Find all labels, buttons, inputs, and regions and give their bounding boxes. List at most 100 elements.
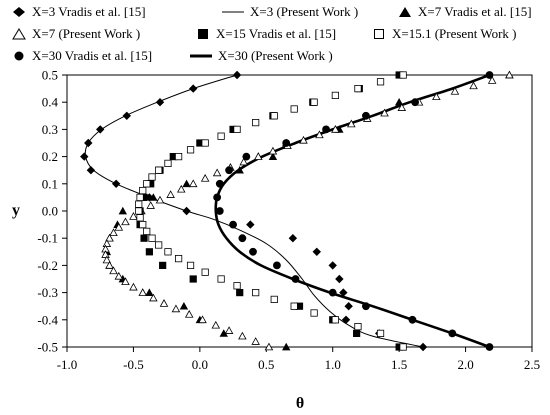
data-point xyxy=(186,146,195,154)
data-point xyxy=(251,337,260,345)
data-point xyxy=(290,302,298,310)
data-point xyxy=(149,293,158,302)
data-point xyxy=(201,268,209,276)
data-point xyxy=(487,76,497,84)
data-point xyxy=(155,98,165,107)
data-point xyxy=(139,220,147,229)
data-point xyxy=(169,153,177,161)
x-tick-label: 1.5 xyxy=(391,357,407,372)
series-x-30-present-work xyxy=(214,73,490,349)
data-point xyxy=(215,207,224,215)
data-point xyxy=(312,247,321,256)
legend: X=3 Vradis et al. [15] X=3 (Present Work… xyxy=(0,0,550,70)
data-point xyxy=(310,98,318,106)
data-point xyxy=(432,92,441,101)
data-point xyxy=(129,212,138,220)
series-line xyxy=(214,73,490,349)
data-point xyxy=(328,261,337,270)
data-point xyxy=(105,233,114,242)
data-point xyxy=(376,78,385,86)
data-point xyxy=(145,248,153,256)
data-point xyxy=(109,228,118,237)
y-axis-label: y xyxy=(12,202,20,219)
data-point xyxy=(84,138,93,148)
data-point xyxy=(469,81,478,90)
data-point xyxy=(397,103,407,111)
legend-item-x3-vradis: X=3 Vradis et al. [15] xyxy=(12,4,146,20)
legend-label: X=7 Vradis et al. [15] xyxy=(418,4,532,19)
data-point xyxy=(217,275,225,283)
data-point xyxy=(140,234,148,242)
open-square-marker-icon xyxy=(374,29,384,39)
data-point xyxy=(354,85,362,93)
legend-item-x7-present: X=7 (Present Work ) xyxy=(12,26,140,42)
data-point xyxy=(252,288,260,297)
series-x-7-present-work xyxy=(101,70,514,351)
data-point xyxy=(189,275,197,283)
y-tick-label: 0.2 xyxy=(42,149,58,164)
data-point xyxy=(114,271,124,280)
data-point xyxy=(179,302,189,310)
y-tick-label: -0.2 xyxy=(37,258,58,273)
data-point xyxy=(291,275,300,283)
x-tick-label: 2.5 xyxy=(524,357,540,372)
data-point xyxy=(105,260,114,269)
open-triangle-marker-icon xyxy=(12,28,26,40)
data-point xyxy=(189,84,198,93)
series-x-30-vradis-et-al-15 xyxy=(213,71,494,351)
data-point xyxy=(399,343,407,351)
data-point xyxy=(295,302,304,310)
data-point xyxy=(176,184,186,193)
data-point xyxy=(450,86,460,95)
data-point xyxy=(96,125,105,134)
legend-label: X=30 (Present Work ) xyxy=(218,48,333,63)
data-point xyxy=(315,130,324,139)
data-point xyxy=(118,206,127,215)
y-tick-label: 0.5 xyxy=(42,68,58,83)
data-point xyxy=(270,112,278,120)
data-point xyxy=(121,277,130,286)
data-point xyxy=(249,247,257,256)
data-point xyxy=(242,152,251,161)
legend-label: X=15.1 (Present Work ) xyxy=(392,26,517,41)
x-axis-label: θ xyxy=(296,395,304,412)
data-point xyxy=(418,342,428,352)
data-point xyxy=(198,315,207,324)
x-tick-label: -0.5 xyxy=(123,357,144,372)
data-point xyxy=(155,195,165,204)
diamond-marker-icon xyxy=(13,7,25,17)
y-tick-label: -0.1 xyxy=(37,231,58,246)
data-point xyxy=(164,248,172,256)
data-point xyxy=(101,250,110,258)
data-point xyxy=(148,234,156,242)
x-tick-label: 1.0 xyxy=(325,357,341,372)
data-point xyxy=(335,274,344,284)
data-point xyxy=(135,207,143,215)
data-point xyxy=(146,201,155,209)
legend-label: X=15 Vradis et al. [15] xyxy=(216,26,337,41)
legend-label: X=3 (Present Work ) xyxy=(250,4,359,19)
data-point xyxy=(129,282,138,291)
data-point xyxy=(233,282,241,290)
data-point xyxy=(229,220,237,229)
data-point xyxy=(233,125,241,133)
y-tick-label: 0.1 xyxy=(42,176,58,191)
circle-marker-icon xyxy=(14,51,24,61)
data-point xyxy=(268,146,278,155)
data-point xyxy=(232,70,242,80)
data-point xyxy=(299,135,308,144)
data-point xyxy=(229,125,237,133)
data-point xyxy=(485,343,494,351)
data-point xyxy=(322,125,330,134)
x-tick-label: 0.5 xyxy=(258,357,274,372)
data-point xyxy=(331,124,340,133)
data-point xyxy=(155,241,163,249)
legend-label: X=30 Vradis et al. [15] xyxy=(32,48,153,63)
data-point xyxy=(184,309,194,318)
data-point xyxy=(341,315,351,324)
data-point xyxy=(282,139,291,147)
y-tick-label: 0.0 xyxy=(42,204,58,219)
data-point xyxy=(411,98,419,107)
data-point xyxy=(122,111,131,120)
